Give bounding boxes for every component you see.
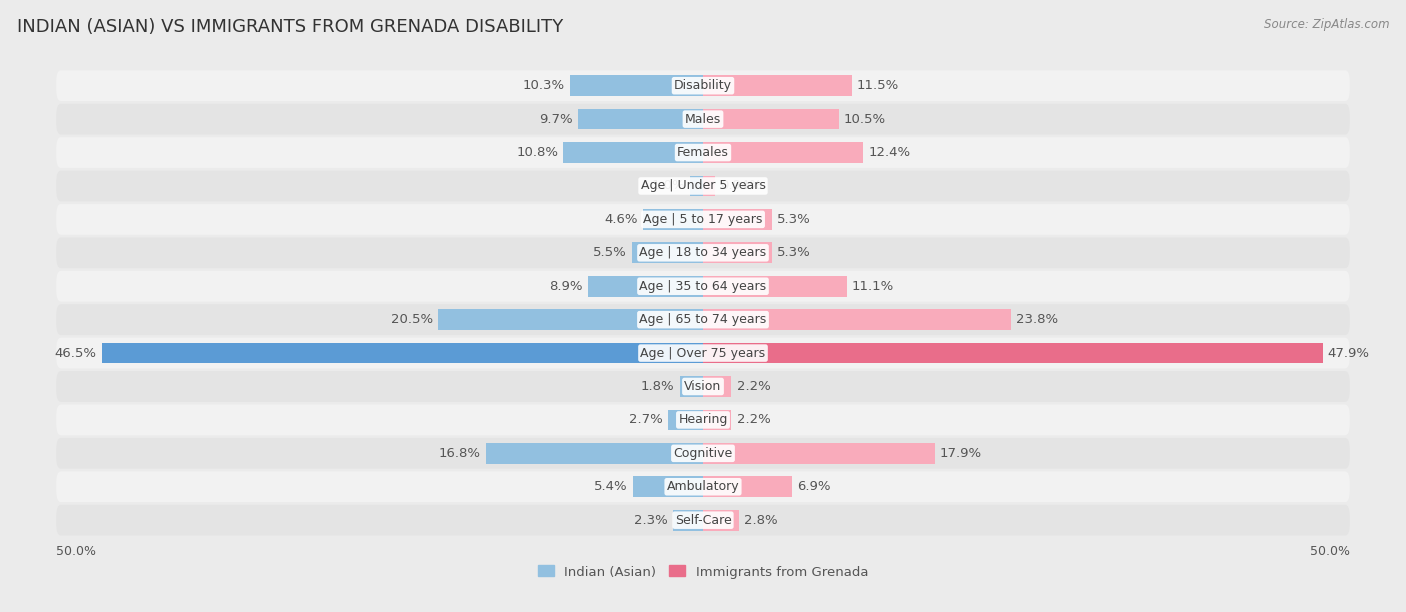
Text: 46.5%: 46.5%	[55, 346, 97, 360]
Text: Self-Care: Self-Care	[675, 513, 731, 527]
FancyBboxPatch shape	[56, 371, 1350, 402]
Text: Age | 18 to 34 years: Age | 18 to 34 years	[640, 246, 766, 259]
Bar	[703, 510, 740, 531]
FancyBboxPatch shape	[56, 471, 1350, 502]
Text: Females: Females	[678, 146, 728, 159]
FancyBboxPatch shape	[56, 171, 1350, 201]
Bar	[569, 75, 703, 96]
Bar	[564, 142, 703, 163]
Text: 10.5%: 10.5%	[844, 113, 886, 125]
Text: 5.3%: 5.3%	[776, 246, 810, 259]
Text: Age | 35 to 64 years: Age | 35 to 64 years	[640, 280, 766, 293]
Bar	[485, 443, 703, 464]
Legend: Indian (Asian), Immigrants from Grenada: Indian (Asian), Immigrants from Grenada	[533, 560, 873, 584]
Bar	[668, 409, 703, 430]
Bar	[703, 142, 863, 163]
Text: Disability: Disability	[673, 79, 733, 92]
Text: Age | Over 75 years: Age | Over 75 years	[641, 346, 765, 360]
Bar	[679, 376, 703, 397]
Text: 0.94%: 0.94%	[720, 179, 762, 192]
Bar	[690, 176, 703, 196]
FancyBboxPatch shape	[56, 237, 1350, 268]
Text: 8.9%: 8.9%	[550, 280, 582, 293]
Bar	[437, 309, 703, 330]
Text: Source: ZipAtlas.com: Source: ZipAtlas.com	[1264, 18, 1389, 31]
Text: 2.7%: 2.7%	[628, 414, 662, 427]
Bar	[703, 209, 772, 230]
Bar	[633, 476, 703, 497]
FancyBboxPatch shape	[56, 137, 1350, 168]
Text: Age | Under 5 years: Age | Under 5 years	[641, 179, 765, 192]
Text: INDIAN (ASIAN) VS IMMIGRANTS FROM GRENADA DISABILITY: INDIAN (ASIAN) VS IMMIGRANTS FROM GRENAD…	[17, 18, 564, 36]
Text: 5.4%: 5.4%	[595, 480, 628, 493]
Bar	[644, 209, 703, 230]
Text: Hearing: Hearing	[678, 414, 728, 427]
Bar	[703, 343, 1323, 364]
Bar	[703, 376, 731, 397]
Text: 50.0%: 50.0%	[56, 545, 96, 558]
Bar	[703, 476, 792, 497]
Bar	[703, 409, 731, 430]
FancyBboxPatch shape	[56, 304, 1350, 335]
FancyBboxPatch shape	[56, 438, 1350, 469]
Text: 11.5%: 11.5%	[856, 79, 900, 92]
Text: 5.5%: 5.5%	[593, 246, 627, 259]
Text: Age | 5 to 17 years: Age | 5 to 17 years	[644, 213, 762, 226]
Bar	[703, 242, 772, 263]
Text: Vision: Vision	[685, 380, 721, 393]
Text: 2.3%: 2.3%	[634, 513, 668, 527]
Bar	[703, 443, 935, 464]
Text: 6.9%: 6.9%	[797, 480, 831, 493]
Text: Cognitive: Cognitive	[673, 447, 733, 460]
Bar	[673, 510, 703, 531]
Text: Ambulatory: Ambulatory	[666, 480, 740, 493]
Text: 50.0%: 50.0%	[1310, 545, 1350, 558]
FancyBboxPatch shape	[56, 405, 1350, 435]
Text: 9.7%: 9.7%	[538, 113, 572, 125]
Text: Males: Males	[685, 113, 721, 125]
Bar	[703, 176, 716, 196]
Bar	[703, 309, 1011, 330]
Text: 4.6%: 4.6%	[605, 213, 638, 226]
Text: 1.0%: 1.0%	[651, 179, 685, 192]
Text: 23.8%: 23.8%	[1017, 313, 1059, 326]
Text: 2.2%: 2.2%	[737, 414, 770, 427]
Bar	[101, 343, 703, 364]
FancyBboxPatch shape	[56, 505, 1350, 536]
Text: 10.8%: 10.8%	[516, 146, 558, 159]
Text: 2.2%: 2.2%	[737, 380, 770, 393]
Text: 10.3%: 10.3%	[523, 79, 565, 92]
Text: 1.8%: 1.8%	[641, 380, 675, 393]
Bar	[703, 276, 846, 297]
FancyBboxPatch shape	[56, 338, 1350, 368]
Text: 11.1%: 11.1%	[852, 280, 894, 293]
Bar	[703, 75, 852, 96]
FancyBboxPatch shape	[56, 104, 1350, 135]
Text: 20.5%: 20.5%	[391, 313, 433, 326]
Text: 16.8%: 16.8%	[439, 447, 481, 460]
Text: 2.8%: 2.8%	[744, 513, 778, 527]
Bar	[631, 242, 703, 263]
Bar	[588, 276, 703, 297]
Bar	[578, 109, 703, 130]
Text: 12.4%: 12.4%	[869, 146, 911, 159]
FancyBboxPatch shape	[56, 271, 1350, 302]
Text: Age | 65 to 74 years: Age | 65 to 74 years	[640, 313, 766, 326]
Text: 5.3%: 5.3%	[776, 213, 810, 226]
FancyBboxPatch shape	[56, 204, 1350, 235]
Text: 17.9%: 17.9%	[939, 447, 981, 460]
Bar	[703, 109, 839, 130]
FancyBboxPatch shape	[56, 70, 1350, 101]
Text: 47.9%: 47.9%	[1327, 346, 1369, 360]
